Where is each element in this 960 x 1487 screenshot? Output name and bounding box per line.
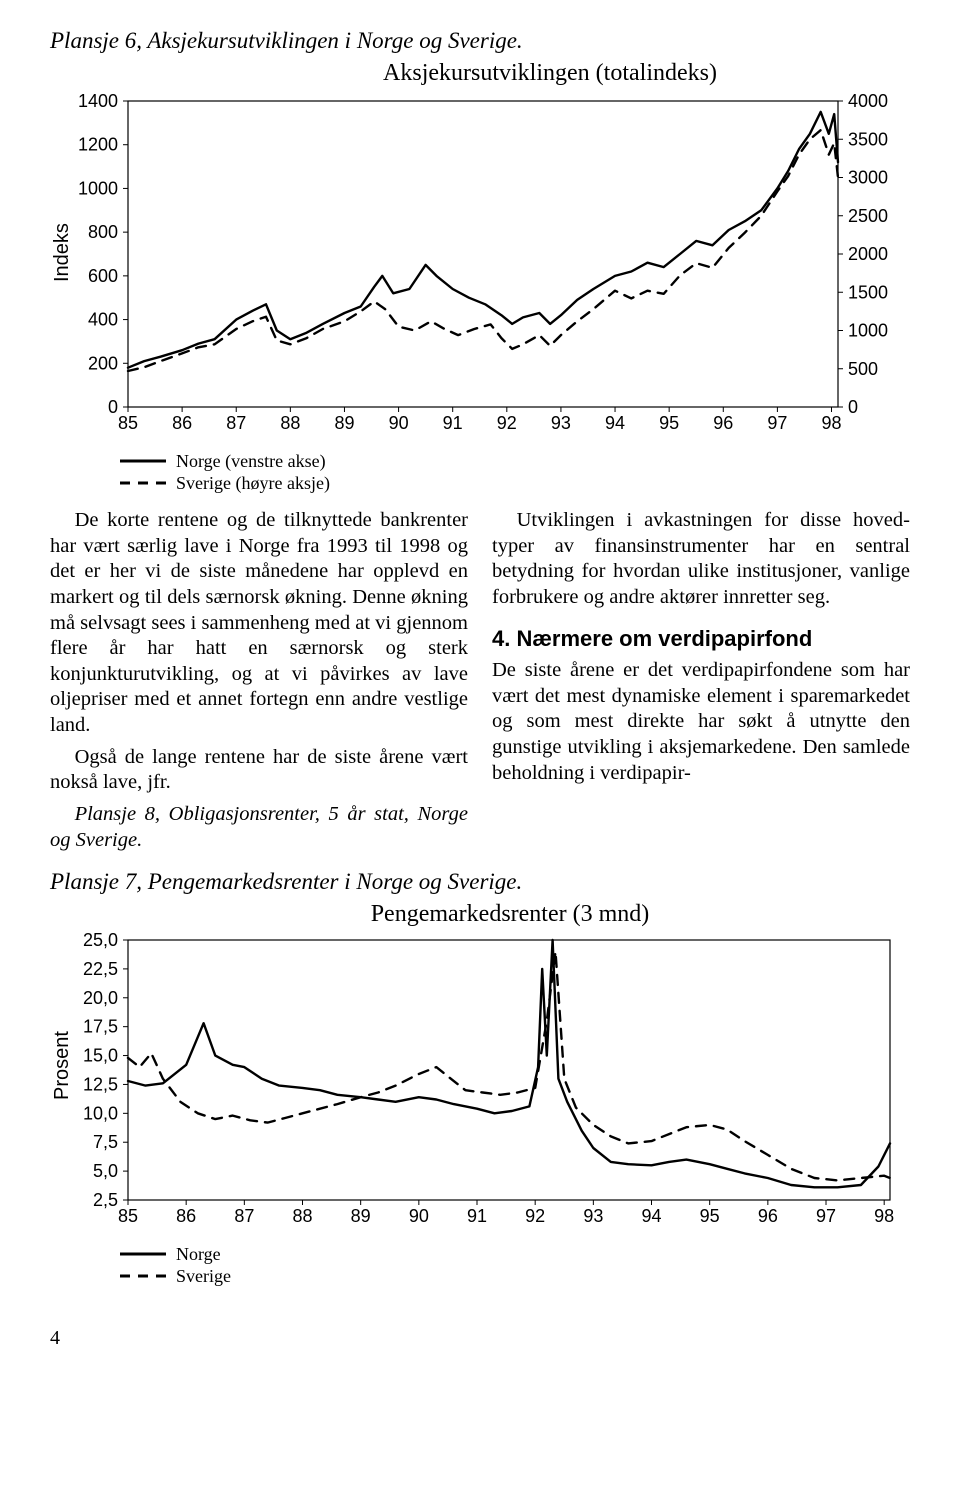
svg-text:1000: 1000 <box>78 178 118 198</box>
svg-text:86: 86 <box>172 413 192 433</box>
svg-text:Indeks: Indeks <box>51 223 73 282</box>
svg-text:0: 0 <box>848 397 858 417</box>
svg-text:96: 96 <box>758 1206 778 1226</box>
svg-text:Prosent: Prosent <box>51 1031 73 1100</box>
body-left-p2: Også de lange rentene har de siste årene… <box>50 745 468 796</box>
svg-text:88: 88 <box>280 413 300 433</box>
legend7-sverige: Sverige <box>176 1266 231 1287</box>
svg-text:1500: 1500 <box>848 282 888 302</box>
svg-text:2000: 2000 <box>848 244 888 264</box>
svg-text:87: 87 <box>234 1206 254 1226</box>
svg-text:93: 93 <box>551 413 571 433</box>
svg-text:17,5: 17,5 <box>83 1017 118 1037</box>
plansje6-title: Plansje 6, Aksjekursutviklingen i Norge … <box>50 28 910 54</box>
body-left-p1: De korte rentene og de tilknyttede bankr… <box>50 508 468 739</box>
svg-text:90: 90 <box>409 1206 429 1226</box>
svg-text:22,5: 22,5 <box>83 959 118 979</box>
svg-text:1200: 1200 <box>78 135 118 155</box>
svg-text:97: 97 <box>816 1206 836 1226</box>
svg-text:87: 87 <box>226 413 246 433</box>
svg-text:91: 91 <box>443 413 463 433</box>
svg-text:12,5: 12,5 <box>83 1075 118 1095</box>
legend7-norge: Norge <box>176 1244 221 1265</box>
svg-text:91: 91 <box>467 1206 487 1226</box>
plansje7-chart-title: Pengemarkedsrenter (3 mnd) <box>110 901 910 928</box>
legend-sverige: Sverige (høyre aksje) <box>176 473 330 494</box>
svg-text:0: 0 <box>108 397 118 417</box>
svg-text:5,0: 5,0 <box>93 1161 118 1181</box>
svg-text:92: 92 <box>525 1206 545 1226</box>
page-number: 4 <box>50 1327 910 1350</box>
body-left-p3: Plansje 8, Obligasjonsrenter, 5 år stat,… <box>50 802 468 853</box>
svg-text:1400: 1400 <box>78 91 118 111</box>
right-column: Utviklingen i avkastningen for disse hov… <box>492 508 910 859</box>
svg-text:600: 600 <box>88 266 118 286</box>
svg-text:400: 400 <box>88 310 118 330</box>
plansje6-legend: Norge (venstre akse) Sverige (høyre aksj… <box>120 450 910 494</box>
section-4-heading: 4. Nærmere om verdipapirfond <box>492 625 910 653</box>
svg-text:98: 98 <box>821 413 841 433</box>
svg-text:800: 800 <box>88 222 118 242</box>
svg-text:95: 95 <box>700 1206 720 1226</box>
plansje7-legend: Norge Sverige <box>120 1243 910 1287</box>
svg-text:89: 89 <box>351 1206 371 1226</box>
svg-text:25,0: 25,0 <box>83 932 118 950</box>
svg-text:93: 93 <box>583 1206 603 1226</box>
legend-norge: Norge (venstre akse) <box>176 451 326 472</box>
svg-text:4000: 4000 <box>848 91 888 111</box>
svg-text:1000: 1000 <box>848 321 888 341</box>
svg-text:500: 500 <box>848 359 878 379</box>
plansje7-title: Plansje 7, Pengemarkedsrenter i Norge og… <box>50 869 910 895</box>
svg-text:10,0: 10,0 <box>83 1103 118 1123</box>
svg-text:2,5: 2,5 <box>93 1190 118 1210</box>
svg-text:94: 94 <box>605 413 625 433</box>
left-column: De korte rentene og de tilknyttede bankr… <box>50 508 468 859</box>
svg-text:2500: 2500 <box>848 206 888 226</box>
svg-text:90: 90 <box>389 413 409 433</box>
svg-text:15,0: 15,0 <box>83 1046 118 1066</box>
svg-text:92: 92 <box>497 413 517 433</box>
svg-text:96: 96 <box>713 413 733 433</box>
body-right-p1: Utviklingen i avkastningen for disse hov… <box>492 508 910 611</box>
svg-text:95: 95 <box>659 413 679 433</box>
svg-text:7,5: 7,5 <box>93 1132 118 1152</box>
plansje7-chart: 2,5 5,0 7,5 10,0 12,5 15,0 17,5 20,0 22,5 25,0 85 8… <box>50 932 910 1237</box>
plansje6-chart: 0 200 400 600 800 1000 1200 1400 0 500 1000 1500 200… <box>50 91 910 444</box>
svg-text:85: 85 <box>118 413 138 433</box>
plansje6-chart-title: Aksjekursutviklingen (totalindeks) <box>190 60 910 87</box>
svg-text:20,0: 20,0 <box>83 988 118 1008</box>
svg-text:98: 98 <box>874 1206 894 1226</box>
svg-text:94: 94 <box>641 1206 661 1226</box>
svg-text:97: 97 <box>767 413 787 433</box>
svg-text:89: 89 <box>334 413 354 433</box>
svg-text:200: 200 <box>88 353 118 373</box>
svg-text:88: 88 <box>292 1206 312 1226</box>
svg-text:86: 86 <box>176 1206 196 1226</box>
svg-text:85: 85 <box>118 1206 138 1226</box>
svg-text:3500: 3500 <box>848 129 888 149</box>
svg-text:3000: 3000 <box>848 168 888 188</box>
body-right-p2: De siste årene er det verdipapirfondene … <box>492 658 910 786</box>
